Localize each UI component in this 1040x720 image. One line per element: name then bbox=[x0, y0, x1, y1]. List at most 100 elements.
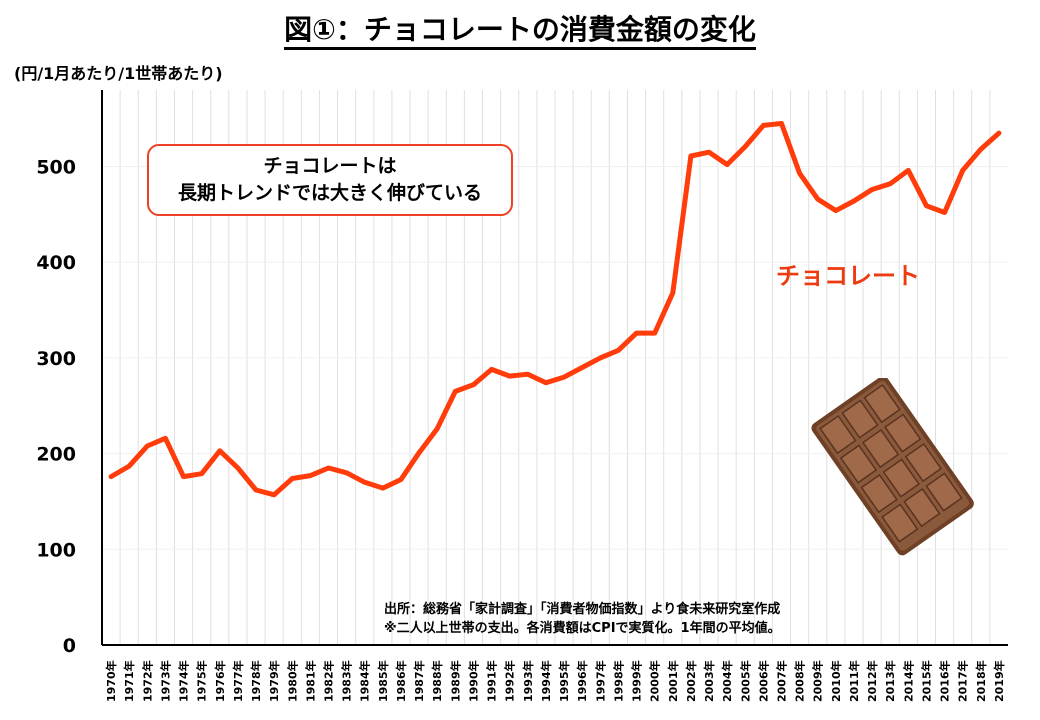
trend-callout: チョコレートは 長期トレンドでは大きく伸びている bbox=[147, 144, 513, 216]
data-point bbox=[435, 426, 440, 431]
x-tick-label: 1987年 bbox=[412, 660, 426, 702]
data-point bbox=[126, 463, 132, 469]
x-tick-label: 2005年 bbox=[738, 660, 752, 702]
data-point bbox=[978, 147, 984, 152]
series-label-chocolate: チョコレート bbox=[776, 262, 920, 290]
data-point bbox=[960, 168, 965, 173]
data-point bbox=[779, 121, 784, 126]
x-tick-label: 2009年 bbox=[811, 660, 825, 702]
x-tick-label: 2011年 bbox=[847, 660, 861, 702]
x-tick-label: 1977年 bbox=[231, 660, 245, 702]
series-line-chocolate bbox=[108, 121, 1002, 498]
x-tick-label: 1998年 bbox=[611, 660, 625, 702]
x-tick-label: 1983年 bbox=[340, 660, 354, 702]
x-tick-label: 1974年 bbox=[177, 660, 191, 702]
y-axis-unit-label: (円/1月あたり/1世帯あたり) bbox=[14, 64, 223, 83]
x-tick-label: 2000年 bbox=[648, 660, 662, 702]
x-tick-label: 1999年 bbox=[630, 660, 644, 702]
y-tick-label: 400 bbox=[36, 252, 76, 274]
x-tick-label: 1972年 bbox=[140, 660, 154, 702]
y-tick-label: 100 bbox=[36, 539, 76, 561]
data-point bbox=[724, 162, 730, 167]
data-point bbox=[924, 203, 929, 208]
x-tick-label: 1970年 bbox=[104, 660, 118, 702]
x-tick-label: 1993年 bbox=[521, 660, 535, 702]
data-point bbox=[199, 471, 204, 476]
x-tick-label: 1988年 bbox=[430, 660, 444, 702]
x-tick-label: 1980年 bbox=[285, 660, 299, 702]
data-point bbox=[235, 465, 241, 471]
data-point bbox=[108, 474, 114, 479]
x-tick-label: 1976年 bbox=[213, 660, 227, 702]
data-point bbox=[507, 373, 512, 379]
data-point bbox=[308, 473, 313, 478]
source-note: 出所：総務省「家計調査」「消費者物価指数」より食未来研究室作成 ※二人以上世帯の… bbox=[384, 600, 781, 638]
data-point bbox=[906, 168, 911, 173]
data-point bbox=[561, 374, 567, 380]
x-tick-label: 2015年 bbox=[919, 660, 933, 702]
data-point bbox=[743, 144, 748, 149]
data-point bbox=[797, 171, 802, 176]
x-tick-label: 2013年 bbox=[883, 660, 897, 702]
x-tick-label: 1975年 bbox=[195, 660, 209, 702]
x-tick-label: 1973年 bbox=[158, 660, 172, 702]
x-tick-label: 1982年 bbox=[322, 660, 336, 702]
x-tick-label: 1978年 bbox=[249, 660, 263, 702]
data-point bbox=[761, 123, 766, 128]
data-point bbox=[163, 436, 168, 441]
x-tick-label: 1991年 bbox=[485, 660, 499, 702]
data-point bbox=[634, 330, 639, 336]
x-tick-label: 1979年 bbox=[267, 660, 281, 702]
x-tick-label: 2004年 bbox=[720, 660, 734, 702]
data-point bbox=[271, 492, 277, 497]
data-point bbox=[706, 149, 712, 155]
x-tick-label: 2018年 bbox=[974, 660, 988, 702]
data-point bbox=[362, 480, 367, 485]
data-point bbox=[453, 389, 458, 394]
data-point bbox=[616, 348, 621, 353]
data-point bbox=[525, 371, 531, 377]
x-tick-label: 1986年 bbox=[394, 660, 408, 702]
data-point bbox=[416, 450, 422, 455]
x-tick-label: 2017年 bbox=[956, 660, 970, 702]
x-tick-label: 2001年 bbox=[666, 660, 680, 702]
data-point bbox=[942, 210, 947, 215]
source-line-1: 出所：総務省「家計調査」「消費者物価指数」より食未来研究室作成 bbox=[384, 602, 781, 617]
chart-title: 図①：チョコレートの消費金額の変化 bbox=[0, 8, 1040, 50]
data-point bbox=[869, 187, 875, 192]
source-line-2: ※二人以上世帯の支出。各消費額はCPIで実質化。1年間の平均値。 bbox=[384, 621, 781, 636]
x-tick-label: 2019年 bbox=[992, 660, 1006, 702]
x-tick-label: 1992年 bbox=[503, 660, 517, 702]
callout-line-1: チョコレートは bbox=[263, 155, 397, 177]
data-point bbox=[670, 290, 675, 296]
y-tick-label: 300 bbox=[36, 348, 76, 370]
y-tick-label: 200 bbox=[36, 444, 76, 466]
x-tick-label: 1981年 bbox=[303, 660, 317, 702]
data-point bbox=[290, 476, 295, 481]
callout-line-2: 長期トレンドでは大きく伸びている bbox=[177, 182, 482, 204]
data-point bbox=[181, 474, 186, 479]
x-tick-label: 1995年 bbox=[557, 660, 571, 702]
data-point bbox=[688, 153, 694, 159]
data-point bbox=[996, 130, 1002, 136]
data-point bbox=[598, 355, 603, 361]
x-tick-label: 2012年 bbox=[865, 660, 879, 702]
x-tick-label: 1996年 bbox=[575, 660, 589, 702]
data-point bbox=[851, 198, 857, 204]
x-tick-label: 2007年 bbox=[775, 660, 789, 702]
y-tick-label: 500 bbox=[36, 157, 76, 179]
x-tick-label: 2010年 bbox=[829, 660, 843, 702]
x-tick-label: 1984年 bbox=[358, 660, 372, 702]
data-point bbox=[344, 470, 349, 475]
data-point bbox=[217, 448, 222, 453]
x-tick-label: 2014年 bbox=[901, 660, 915, 702]
data-point bbox=[652, 330, 657, 336]
x-tick-label: 1990年 bbox=[466, 660, 480, 702]
x-tick-label: 1997年 bbox=[593, 660, 607, 702]
data-point bbox=[815, 196, 820, 202]
data-point bbox=[326, 465, 331, 471]
data-point bbox=[253, 487, 259, 493]
x-tick-label: 2003年 bbox=[702, 660, 716, 702]
data-point bbox=[579, 365, 585, 370]
chocolate-bar-icon bbox=[811, 378, 974, 556]
